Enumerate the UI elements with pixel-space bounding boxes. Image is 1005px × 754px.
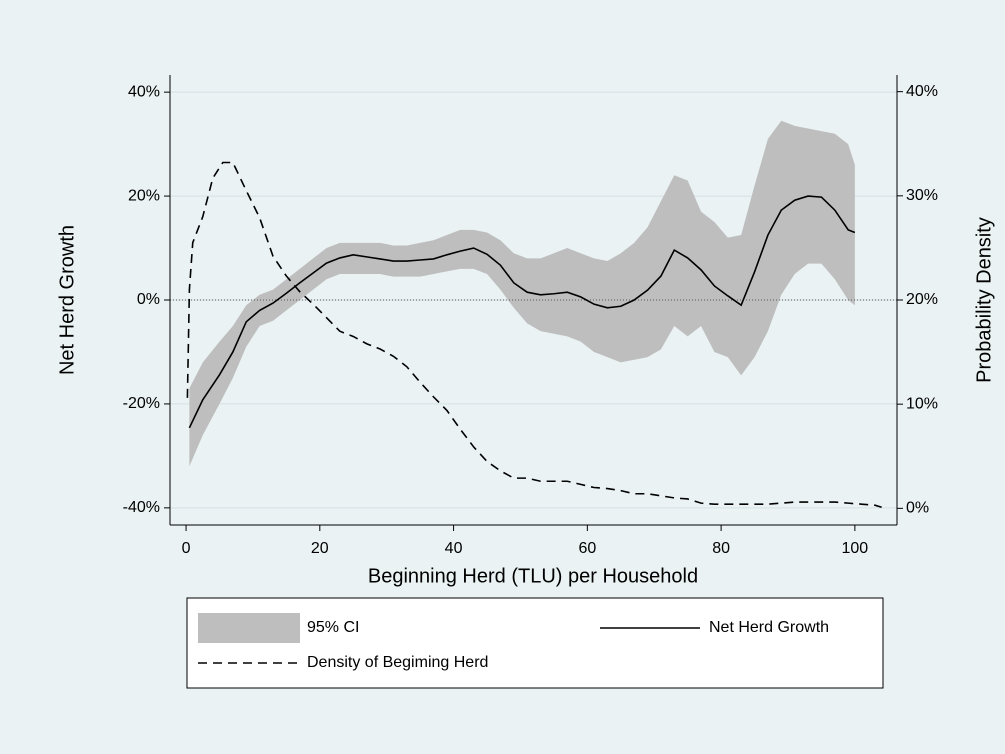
- x-tick-label: 80: [712, 540, 730, 557]
- y2-tick-label: 40%: [906, 83, 938, 100]
- legend-label: Net Herd Growth: [709, 619, 829, 636]
- y-tick-label: -40%: [123, 499, 160, 516]
- y2-tick-label: 0%: [906, 500, 929, 517]
- x-tick-label: 100: [842, 540, 869, 557]
- y-tick-label: 40%: [128, 83, 160, 100]
- y-tick-label: -20%: [123, 395, 160, 412]
- legend-swatch: [198, 613, 300, 643]
- legend-label: 95% CI: [307, 619, 359, 636]
- legend-label: Density of Begiming Herd: [307, 654, 488, 671]
- x-tick-label: 40: [445, 540, 463, 557]
- y-axis-title: Net Herd Growth: [56, 225, 78, 375]
- y-tick-label: 0%: [137, 291, 160, 308]
- series-line: [186, 161, 882, 509]
- series-line: [188, 195, 856, 429]
- y2-tick-label: 10%: [906, 395, 938, 412]
- x-tick-label: 20: [311, 540, 329, 557]
- x-tick-label: 60: [578, 540, 596, 557]
- y-tick-label: 20%: [128, 187, 160, 204]
- y2-axis-title: Probability Density: [973, 217, 995, 383]
- x-tick-label: 0: [182, 540, 191, 557]
- ci-band: [189, 120, 855, 467]
- y2-tick-label: 20%: [906, 291, 938, 308]
- y2-tick-label: 30%: [906, 187, 938, 204]
- legend-box: [186, 597, 884, 689]
- x-axis-title: Beginning Herd (TLU) per Household: [368, 565, 698, 587]
